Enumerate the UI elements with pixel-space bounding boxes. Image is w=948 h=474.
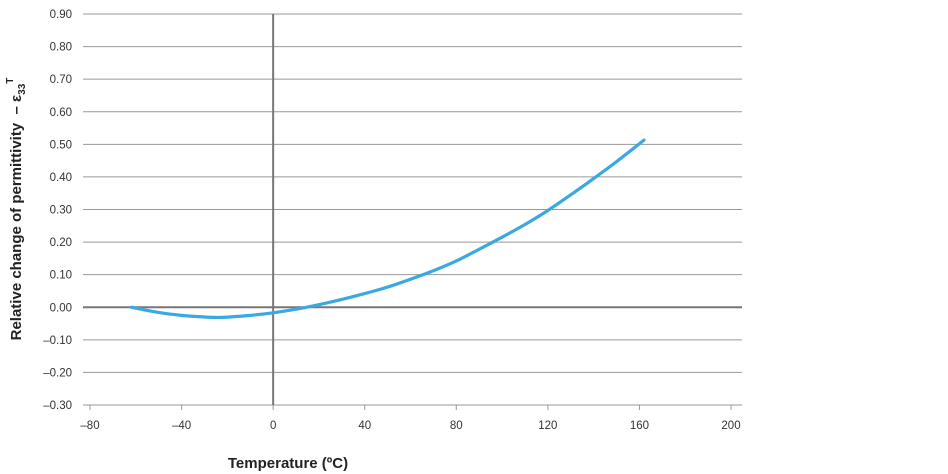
y-axis-label-text: Relative change of permittivity – ε	[8, 95, 25, 341]
x-tick-label: 0	[270, 420, 276, 432]
y-tick-label: –0.20	[43, 367, 72, 379]
y-tick-label: 0.00	[50, 302, 72, 314]
x-axis-label: Temperature (ºC)	[228, 455, 348, 472]
y-tick-label: 0.10	[50, 270, 72, 282]
grid-lines	[83, 13, 742, 406]
x-tick-label: –40	[172, 420, 191, 432]
y-axis-label-superscript: T	[5, 78, 16, 84]
y-tick-label: –0.30	[43, 400, 72, 412]
y-tick-label: 0.20	[50, 237, 72, 249]
y-axis-label: Relative change of permittivity – ε33T	[5, 78, 28, 341]
x-tick-label: 200	[721, 420, 740, 432]
y-tick-labels: 0.90 0.80 0.70 0.60 0.50 0.40 0.30 0.20 0.10 0.00…	[43, 9, 72, 412]
x-tick-label: 80	[450, 420, 463, 432]
series-line	[129, 138, 646, 320]
y-tick-label: 0.90	[50, 9, 72, 21]
series-group	[129, 138, 646, 320]
x-tick-label: –80	[80, 420, 99, 432]
x-tick-label: 40	[358, 420, 371, 432]
y-axis-label-subscript: 33	[17, 83, 28, 95]
x-tick-label: 160	[630, 420, 649, 432]
y-tick-label: 0.60	[50, 107, 72, 119]
x-tick-label: 120	[538, 420, 557, 432]
y-tick-label: 0.70	[50, 74, 72, 86]
zero-lines	[83, 14, 742, 405]
y-tick-label: 0.80	[50, 42, 72, 54]
y-tick-label: 0.50	[50, 139, 72, 151]
y-tick-label: 0.40	[50, 172, 72, 184]
x-tick-labels: –80 –40 0 40 80 120 160 200	[80, 405, 741, 432]
y-tick-label: 0.30	[50, 205, 72, 217]
y-tick-label: –0.10	[43, 335, 72, 347]
